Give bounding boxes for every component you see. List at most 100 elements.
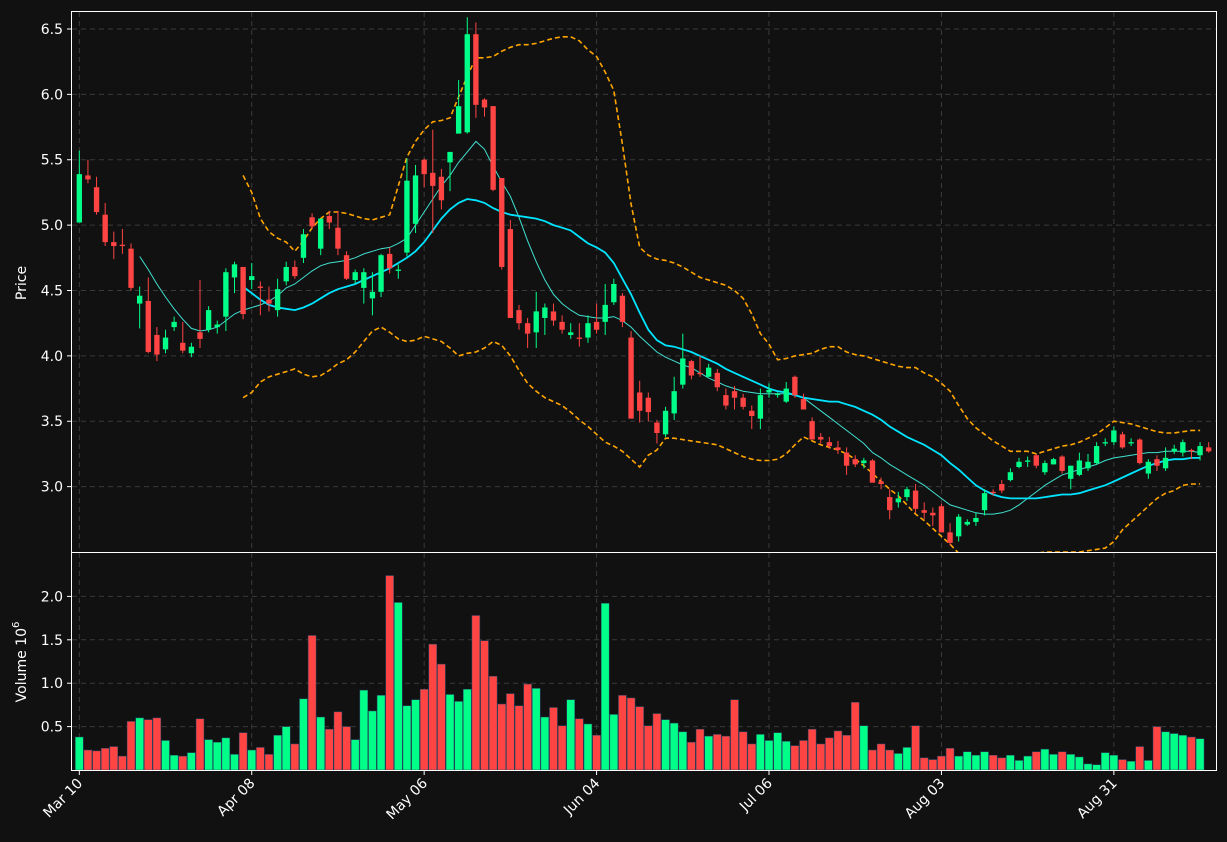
candle-body [731,391,738,398]
price-tick-label: 6.0 [41,87,63,103]
candle-body [990,491,996,494]
volume-bar [299,698,308,771]
candle-body [154,334,160,355]
candle-body [533,311,539,333]
volume-bar [825,737,834,771]
candle-body [912,490,919,509]
candle [1085,453,1091,471]
candle-body [542,307,548,318]
volume-bar [325,728,334,771]
candle [533,291,539,349]
candle-body [318,218,324,249]
candle [550,303,557,326]
volume-bar [1032,751,1041,771]
candle-body [1206,447,1212,452]
candle-body [619,295,626,322]
volume-bar [1023,755,1032,771]
volume-bar [549,707,558,771]
candle [731,385,738,410]
candle-body [981,493,988,511]
candle-body [395,269,401,271]
candle [826,436,833,449]
candle [119,229,126,254]
candle-body [818,436,824,440]
volume-bar [419,689,429,771]
volume-bar [954,755,963,771]
candle-body [516,310,522,324]
candle [111,231,117,260]
candle [188,342,195,358]
volume-bar [333,711,343,771]
candle [455,79,462,134]
candle-body [766,389,772,393]
volume-bar [540,716,550,771]
candle [76,150,82,223]
volume-bar [980,751,989,771]
candle [318,218,324,256]
candle-body [188,346,195,354]
candle [1016,457,1022,469]
candle [705,363,712,377]
candle [240,266,246,320]
candle [809,417,815,440]
candle [1137,438,1143,465]
candle-body [145,300,151,352]
volume-panel: 0.5 1.0 1.5 2.0 Volume 106 [11,552,1217,771]
candle [1068,465,1074,490]
candle [1145,459,1152,479]
volume-bar [618,695,627,771]
volume-bar [411,699,420,771]
volume-bar [928,759,938,771]
candle [593,303,600,334]
volume-bar [144,719,153,771]
candle-body [128,248,134,288]
volume-bar [1187,736,1196,771]
volume-bar [195,718,205,771]
candle-body [1137,439,1143,464]
candle [326,210,332,230]
bollinger-bands [242,36,1201,552]
volume-bar [273,735,282,771]
volume-bar [471,615,481,771]
candle [1007,468,1014,482]
candle-body [171,321,177,328]
candle-body [93,187,100,213]
volume-bar [583,723,593,771]
volume-bar [721,735,731,771]
volume-bar [713,734,722,771]
volume-bar [187,752,196,771]
price-y-ticks: 3.0 3.5 4.0 4.5 5.0 5.5 6.0 6.5 [41,22,72,496]
candle [1128,438,1134,447]
volume-tick-label: 2.0 [41,589,63,605]
volume-bar [152,717,162,771]
candle [309,213,315,230]
candle [895,491,901,508]
candle-body [455,106,462,134]
candle-body [438,176,445,201]
price-tick-label: 6.5 [41,22,63,38]
candle [662,406,669,437]
volume-bar [1075,756,1084,771]
candle [576,323,583,347]
candle [1154,455,1160,471]
candle-body [76,174,82,223]
candle-body [757,395,764,419]
candle [464,17,470,134]
candle-body [593,321,600,330]
candle-body [240,266,246,315]
candle-body [197,332,203,339]
candle-body [361,272,367,288]
candle-body [999,484,1005,491]
volume-bar [833,730,843,771]
candle-body [1154,459,1160,466]
volume-bar [1057,751,1067,771]
candle [947,523,953,546]
candle-body [490,106,496,190]
candle-body [550,311,557,321]
candle-body [205,310,212,330]
candle [395,264,401,279]
candle-body [507,229,514,318]
volume-bar [204,739,213,771]
volume-bar [669,722,679,771]
candle-body [662,410,669,435]
